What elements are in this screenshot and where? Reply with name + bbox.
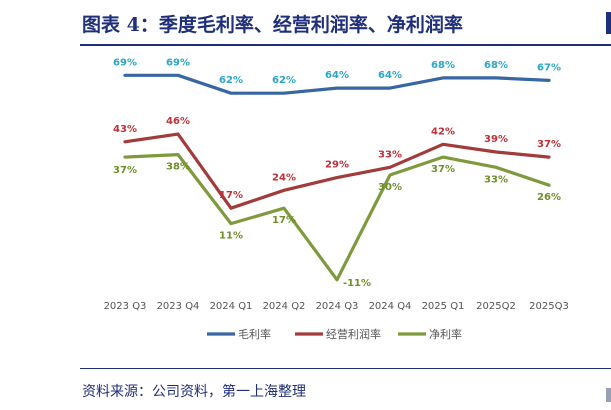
data-label: 24%: [272, 172, 296, 183]
source-note: 资料来源：公司资料，第一上海整理: [82, 384, 306, 400]
data-label: 69%: [166, 57, 190, 68]
x-tick-label: 2024 Q2: [263, 301, 306, 312]
data-label: 11%: [219, 231, 243, 242]
legend-label: 毛利率: [238, 327, 271, 341]
data-label: 43%: [113, 124, 137, 135]
legend: 毛利率 经营利润率 净利率: [207, 327, 462, 341]
data-label: 37%: [113, 165, 137, 176]
x-tick-label: 2024 Q1: [210, 301, 253, 312]
footer-rule: [80, 368, 611, 369]
data-label: 67%: [537, 62, 561, 73]
x-tick-label: 2024 Q4: [369, 301, 412, 312]
x-axis: 2023 Q3 2023 Q4 2024 Q1 2024 Q2 2024 Q3 2024 …: [104, 301, 569, 312]
series-layer: [123, 73, 551, 282]
legend-label: 净利率: [429, 327, 462, 341]
data-label: 64%: [378, 70, 402, 81]
data-label: 39%: [484, 134, 508, 145]
figure-title: 图表 4：季度毛利率、经营利润率、净利润率: [82, 14, 463, 36]
right-edge-marker-bottom: [606, 388, 611, 402]
data-label: 17%: [219, 190, 243, 201]
data-label: 33%: [378, 149, 402, 160]
data-label: 29%: [325, 160, 349, 171]
data-label: -11%: [343, 278, 371, 289]
data-label: 62%: [272, 75, 296, 86]
right-edge-marker-top: [606, 12, 611, 34]
data-label: 38%: [166, 162, 190, 173]
data-label: 17%: [272, 215, 296, 226]
x-tick-label: 2023 Q3: [104, 301, 147, 312]
data-label: 37%: [431, 164, 455, 175]
data-label: 37%: [537, 139, 561, 150]
legend-label: 经营利润率: [326, 327, 381, 341]
series-line-3: [123, 153, 551, 282]
x-tick-label: 2024 Q3: [316, 301, 359, 312]
x-tick-label: 2025 Q1: [422, 301, 465, 312]
data-label: 30%: [378, 182, 402, 193]
title-rule: [80, 44, 611, 46]
series-line-1: [123, 73, 551, 95]
data-label: 68%: [484, 60, 508, 71]
data-label: 42%: [431, 126, 455, 137]
data-label: 68%: [431, 60, 455, 71]
data-labels-layer: 69% 69% 62% 62% 64% 64% 68% 68% 67% 43% 46% 17% 24% 2…: [113, 57, 561, 288]
data-label: 64%: [325, 70, 349, 81]
x-tick-label: 2023 Q4: [157, 301, 200, 312]
data-label: 46%: [166, 116, 190, 127]
data-label: 26%: [537, 192, 561, 203]
x-tick-label: 2025Q2: [476, 301, 516, 312]
x-tick-label: 2025Q3: [529, 301, 569, 312]
series-line-2: [123, 132, 551, 210]
data-label: 69%: [113, 57, 137, 68]
data-label: 62%: [219, 75, 243, 86]
data-label: 33%: [484, 174, 508, 185]
